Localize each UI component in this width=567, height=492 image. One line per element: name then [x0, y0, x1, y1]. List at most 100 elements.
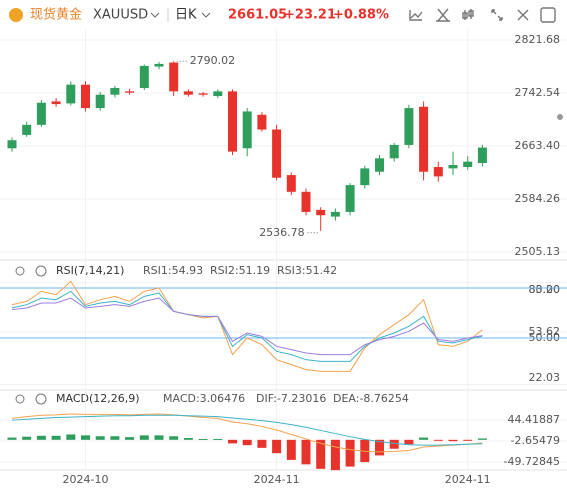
legend-entry: DIF:-7.23016: [256, 392, 326, 405]
candle-body: [345, 185, 355, 212]
legend-entry: RSI3:51.42: [277, 264, 337, 277]
rsi-line: [11, 280, 483, 372]
macd-bar: [139, 435, 149, 440]
y-tick-label: 44.41887: [508, 413, 561, 426]
macd-bar: [125, 437, 135, 440]
macd-bar: [242, 439, 252, 446]
y-tick-label: 2742.54: [515, 86, 561, 99]
change: +23.21: [284, 8, 336, 23]
gear-icon[interactable]: [35, 393, 47, 405]
price: 2661.05: [228, 8, 287, 23]
close-icon[interactable]: [517, 9, 529, 21]
y-tick-label: 2821.68: [515, 33, 561, 46]
macd-bar: [154, 435, 164, 440]
legend-entry: RSI1:54.93: [143, 264, 203, 277]
candle-body: [360, 168, 370, 186]
annotation: 2536.78: [259, 226, 305, 239]
macd-bar: [66, 434, 76, 440]
macd-bar: [448, 439, 458, 442]
candle-body: [257, 114, 267, 130]
candle-body: [228, 91, 237, 152]
y-tick-label: -2.65479: [511, 434, 560, 447]
candle-body: [213, 91, 223, 97]
macd-bar: [345, 439, 355, 467]
candle-body: [183, 91, 193, 95]
macd-bar: [389, 439, 399, 449]
period[interactable]: 日K: [175, 8, 197, 23]
settings-icon[interactable]: [540, 7, 556, 23]
macd-bar: [477, 438, 487, 440]
candle-body: [389, 144, 399, 159]
macd-bar: [301, 439, 311, 465]
candle-body: [242, 111, 252, 149]
gear-icon[interactable]: [35, 265, 47, 277]
candle-body: [463, 161, 473, 168]
annotation: 2790.02: [190, 54, 236, 67]
macd-bar: [419, 437, 429, 440]
dropdown[interactable]: [201, 12, 211, 18]
legend-entry: MACD:3.06476: [163, 392, 245, 405]
macd-bar: [272, 439, 282, 454]
y-tick-label: 22.03: [529, 371, 561, 384]
macd-bar: [81, 435, 90, 440]
candle-body: [448, 165, 458, 169]
macd-bar: [110, 436, 120, 440]
candle-body: [7, 140, 17, 149]
candle-body: [477, 147, 487, 164]
macd-bar: [95, 436, 105, 440]
eye-icon[interactable]: [15, 394, 25, 404]
y-tick-label: -49.72845: [504, 455, 560, 468]
candle-body: [22, 124, 32, 135]
legend-entry: RSI2:51.19: [210, 264, 270, 277]
expand-icon[interactable]: [491, 9, 503, 21]
macd-bar: [51, 435, 61, 440]
macd-bar: [316, 439, 326, 469]
tool-icon[interactable]: [436, 8, 450, 22]
candle-body: [139, 65, 149, 89]
header: 现货黄金 XAUUSD 日K 2661.05 +23.21 +0.88%: [9, 7, 563, 120]
gold-icon: [9, 8, 23, 22]
candle-body: [169, 62, 179, 92]
y-tick-label: 80.00: [529, 283, 561, 296]
dropdown[interactable]: [150, 12, 160, 18]
macd-bar: [22, 436, 32, 440]
candle-body: [316, 209, 326, 216]
more-icon[interactable]: [557, 114, 563, 120]
y-tick-label: 2584.26: [515, 192, 561, 205]
candle-icon[interactable]: [462, 9, 474, 20]
y-tick-label: 53.62: [529, 325, 561, 338]
rsi-title: RSI(7,14,21): [56, 264, 124, 277]
candle-body: [36, 102, 46, 125]
y-tick-label: 83.20: [529, 283, 561, 296]
eye-icon[interactable]: [15, 266, 25, 276]
macd-bar: [375, 439, 384, 456]
macd-bar: [330, 439, 340, 471]
candle-body: [66, 84, 76, 104]
candle-body: [286, 175, 296, 192]
candle-body: [110, 88, 120, 95]
y-tick-label: 2663.40: [515, 139, 561, 152]
symbol[interactable]: XAUUSD: [93, 8, 148, 23]
x-tick-label: 2024-10: [63, 473, 109, 486]
candle-body: [81, 84, 90, 109]
macd-title: MACD(12,26,9): [56, 392, 140, 405]
macd-bar: [198, 438, 208, 440]
candle-body: [272, 129, 282, 178]
legend-entry: DEA:-8.76254: [333, 392, 409, 405]
macd-header: MACD(12,26,9): [15, 392, 140, 405]
x-tick-label: 2024-11: [254, 473, 300, 486]
macd-bar: [228, 439, 237, 444]
macd-bar: [7, 437, 17, 440]
candle-body: [95, 94, 105, 109]
instrument-name[interactable]: 现货黄金: [30, 7, 82, 23]
candle-body: [125, 91, 135, 93]
macd-bar: [213, 438, 223, 440]
macd-line: [11, 414, 483, 446]
y-tick-label: 2505.13: [515, 245, 561, 258]
macd-bar: [433, 439, 443, 441]
candle-body: [375, 158, 384, 172]
candle-body: [198, 93, 208, 95]
draw-icon[interactable]: [409, 10, 423, 21]
candle-body: [51, 101, 61, 105]
